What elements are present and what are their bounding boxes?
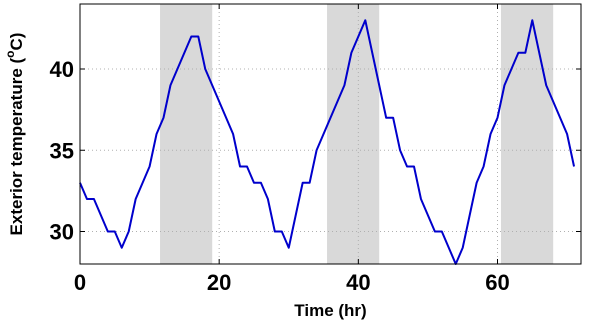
shaded-region-1 xyxy=(327,4,380,264)
x-tick-labels: 0 20 40 60 xyxy=(74,270,510,295)
y-axis-label: Exterior temperature (oC) xyxy=(3,33,26,236)
y-tick-label-35: 35 xyxy=(50,138,74,163)
series-line-0 xyxy=(79,19,576,265)
x-tick-label-20: 20 xyxy=(207,270,231,295)
plot-frame xyxy=(79,3,582,265)
series-group xyxy=(79,19,576,265)
y-axis-label-superscript: o xyxy=(3,50,17,57)
x-tick-label-0: 0 xyxy=(74,270,86,295)
y-axis-label-main: Exterior temperature ( xyxy=(7,58,26,236)
x-tick-label-60: 60 xyxy=(485,270,509,295)
y-tick-label-40: 40 xyxy=(50,57,74,82)
shaded-region-0 xyxy=(160,4,213,264)
tick-marks xyxy=(79,4,581,264)
y-tick-labels: 30 35 40 xyxy=(50,57,74,245)
grid-lines xyxy=(80,4,581,264)
x-tick-label-40: 40 xyxy=(346,270,370,295)
x-axis-label: Time (hr) xyxy=(294,301,366,320)
y-axis-label-unit: C) xyxy=(7,33,26,51)
y-tick-label-30: 30 xyxy=(50,220,74,245)
